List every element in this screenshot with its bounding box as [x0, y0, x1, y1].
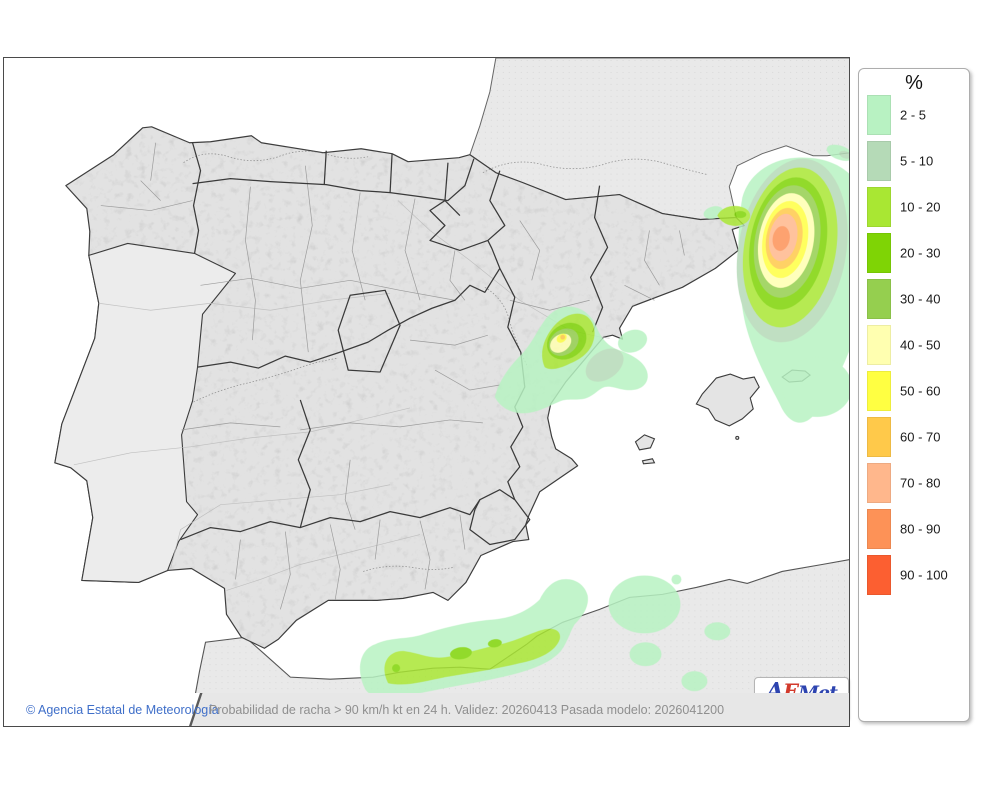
legend-label: 20 - 30 [900, 245, 941, 261]
legend-swatch [867, 325, 891, 365]
legend-item: 60 - 70 [867, 417, 965, 457]
legend-item: 5 - 10 [867, 141, 965, 181]
legend-label: 5 - 10 [900, 153, 934, 169]
legend-label: 10 - 20 [900, 199, 941, 215]
legend-swatch [867, 187, 891, 227]
legend-item: 10 - 20 [867, 187, 965, 227]
cap-de-creus-patch [703, 144, 849, 226]
legend-item: 90 - 100 [867, 555, 965, 595]
legend-item: 50 - 60 [867, 371, 965, 411]
legend-title: % [905, 72, 923, 94]
copyright-text: © Agencia Estatal de Meteorología [26, 702, 219, 717]
legend-swatch [867, 417, 891, 457]
legend-label: 70 - 80 [900, 475, 941, 491]
spain-probability-map [4, 58, 849, 726]
legend-item: 70 - 80 [867, 463, 965, 503]
map-caption-text: Probabilidad de racha > 90 km/h kt en 24… [209, 702, 725, 717]
community-borders [180, 142, 609, 546]
legend-swatch [867, 555, 891, 595]
legend-swatch [867, 509, 891, 549]
mountain-ridges [183, 150, 708, 572]
cabrera-island [735, 435, 740, 440]
legend-item: 40 - 50 [867, 325, 965, 365]
formentera-island [641, 458, 656, 465]
gulf-of-lion-maximum [736, 157, 849, 423]
legend-item: 20 - 30 [867, 233, 965, 273]
portugal-landmass [54, 242, 237, 583]
legend-label: 90 - 100 [900, 567, 948, 583]
map-canvas: AEMet Agencia Estatal de Meteorología © … [3, 57, 850, 727]
mallorca-island [695, 373, 760, 427]
probability-overlays [359, 144, 849, 698]
castellon-maximum [494, 306, 648, 414]
legend-swatch [867, 141, 891, 181]
probability-legend: % 2 - 5 5 - 10 10 - 20 20 - 30 30 - 40 4… [858, 68, 970, 722]
legend-label: 30 - 40 [900, 291, 941, 307]
legend-item: 2 - 5 [867, 95, 965, 135]
alboran-coast-band [359, 574, 731, 698]
ibiza-island [634, 434, 656, 451]
legend-swatch [867, 279, 891, 319]
legend-item: 80 - 90 [867, 509, 965, 549]
legend-swatch [867, 371, 891, 411]
legend-swatch [867, 233, 891, 273]
legend-item: 30 - 40 [867, 279, 965, 319]
legend-label: 60 - 70 [900, 429, 941, 445]
legend-swatch [867, 95, 891, 135]
footer-copyright-band [4, 693, 201, 726]
legend-label: 80 - 90 [900, 521, 941, 537]
legend-label: 2 - 5 [900, 107, 927, 123]
legend-swatch [867, 463, 891, 503]
province-borders [100, 142, 685, 610]
legend-label: 50 - 60 [900, 383, 941, 399]
map-footer: © Agencia Estatal de Meteorología Probab… [4, 693, 849, 726]
legend-label: 40 - 50 [900, 337, 941, 353]
legend-items: 2 - 5 5 - 10 10 - 20 20 - 30 30 - 40 40 … [867, 95, 965, 601]
